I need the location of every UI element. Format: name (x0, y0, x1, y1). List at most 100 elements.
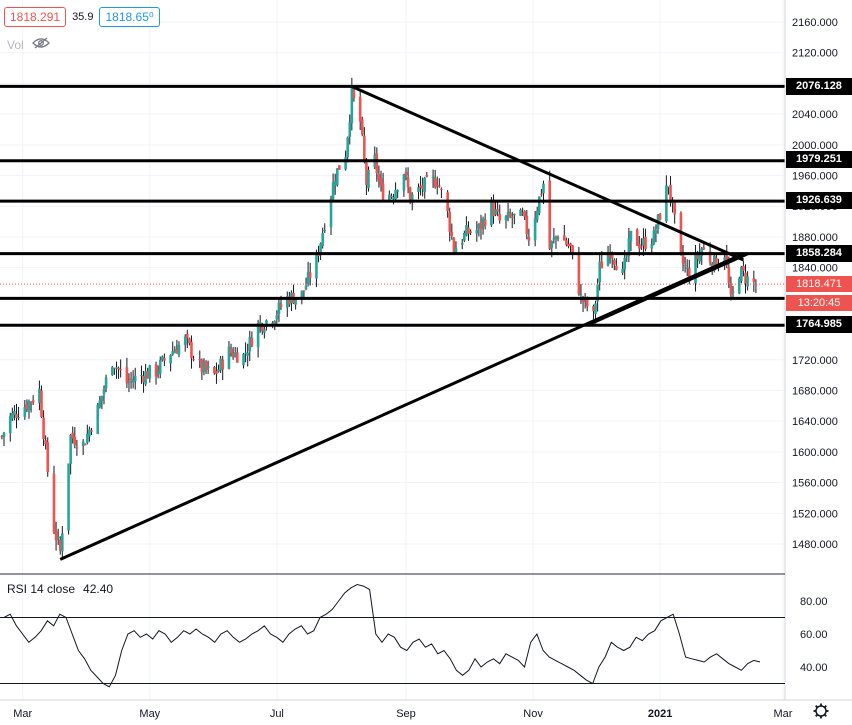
candle-body (202, 361, 206, 372)
candle-body (273, 321, 277, 326)
candle-body (615, 265, 618, 271)
candle-body (352, 90, 356, 99)
candle-body (221, 359, 225, 370)
candle-body (525, 215, 529, 235)
x-tick-label: May (139, 708, 160, 720)
spread-value: 35.9 (72, 11, 94, 23)
trendline (351, 85, 745, 262)
candle-body (712, 255, 716, 271)
candle-body (687, 268, 691, 282)
y-tick-label: 2000.000 (792, 140, 838, 152)
eye-off-icon[interactable] (31, 37, 50, 52)
candle-body (275, 315, 279, 320)
rsi-legend: RSI 14 close 42.40 (7, 582, 113, 596)
candle-body (606, 252, 610, 266)
candle-body (348, 122, 352, 138)
candle-body (594, 303, 597, 315)
candle-body (665, 185, 668, 222)
candle-body (148, 365, 152, 379)
candle-body (388, 194, 391, 200)
candle-body (142, 375, 145, 383)
volume-legend: Vol (7, 37, 50, 52)
candle-body (104, 377, 108, 389)
candle-body (75, 447, 79, 449)
ask-price[interactable]: 1818.65⁰ (99, 7, 160, 27)
candle-body (250, 338, 254, 347)
candle-body (396, 190, 399, 192)
rsi-tick-label: 60.00 (800, 629, 828, 641)
candle-body (625, 255, 629, 257)
candle-body (265, 320, 268, 327)
candle-body (177, 344, 181, 355)
quote-bar: 1818.291 35.9 1818.65⁰ (0, 6, 160, 28)
candle-body (440, 188, 443, 190)
candle-body (490, 200, 493, 226)
rsi-tick-label: 40.00 (800, 662, 828, 674)
rsi-value: 42.40 (83, 582, 114, 596)
candle-body (752, 278, 756, 282)
candle-body (523, 211, 527, 217)
candle-body (579, 294, 583, 296)
candle-body (302, 290, 306, 292)
candle-body (475, 229, 479, 234)
candle-body (294, 297, 297, 305)
candle-body (658, 214, 662, 220)
candle-body (344, 157, 347, 170)
candle-body (288, 296, 291, 305)
candle-body (571, 245, 574, 253)
candle-body (23, 407, 27, 417)
candle-body (308, 272, 312, 279)
candle-body (577, 254, 581, 295)
candle-body (215, 370, 218, 374)
candle-body (231, 353, 235, 358)
candle-body (423, 177, 427, 192)
candle-body (42, 417, 45, 440)
candle-body (192, 359, 195, 361)
candle-body (81, 441, 85, 447)
gear-icon[interactable] (813, 703, 829, 719)
candle-body (227, 346, 231, 369)
candle-body (504, 216, 508, 221)
candle-body (40, 390, 43, 418)
candle-body (644, 236, 647, 249)
candle-body (452, 238, 456, 252)
candle-body (171, 351, 175, 355)
candle-body (38, 388, 41, 404)
candle-body (394, 189, 397, 200)
candle-body (100, 395, 104, 401)
bid-price[interactable]: 1818.291 (4, 7, 67, 27)
candle-body (67, 463, 70, 531)
y-tick-label: 2120.000 (792, 48, 838, 60)
candle-body (248, 336, 252, 352)
candle-body (13, 411, 16, 416)
candle-body (367, 169, 370, 189)
candle-body (279, 304, 283, 308)
candle-body (421, 185, 424, 189)
candle-body (433, 178, 437, 188)
candle-body (300, 290, 304, 299)
candle-body (542, 183, 545, 194)
candle-body (744, 272, 747, 284)
candle-body (98, 400, 102, 408)
trendline (586, 252, 749, 327)
candle-body (346, 137, 349, 158)
candle-body (31, 400, 35, 403)
candle-body (640, 246, 643, 248)
x-tick-label: Mar (774, 708, 793, 720)
candle-body (321, 233, 324, 246)
candle-body (465, 225, 468, 236)
y-tick-label: 2160.000 (792, 17, 838, 29)
candle-body (185, 333, 189, 338)
candle-body (671, 202, 674, 204)
candle-body (256, 323, 260, 348)
candle-body (513, 213, 516, 216)
candle-body (323, 229, 327, 231)
candle-body (125, 367, 129, 384)
candle-body (198, 358, 202, 361)
candle-body (406, 177, 410, 188)
candle-body (115, 367, 118, 370)
level-label: 1979.251 (786, 151, 852, 168)
y-tick-label: 1480.000 (792, 539, 838, 551)
candle-body (277, 302, 281, 315)
